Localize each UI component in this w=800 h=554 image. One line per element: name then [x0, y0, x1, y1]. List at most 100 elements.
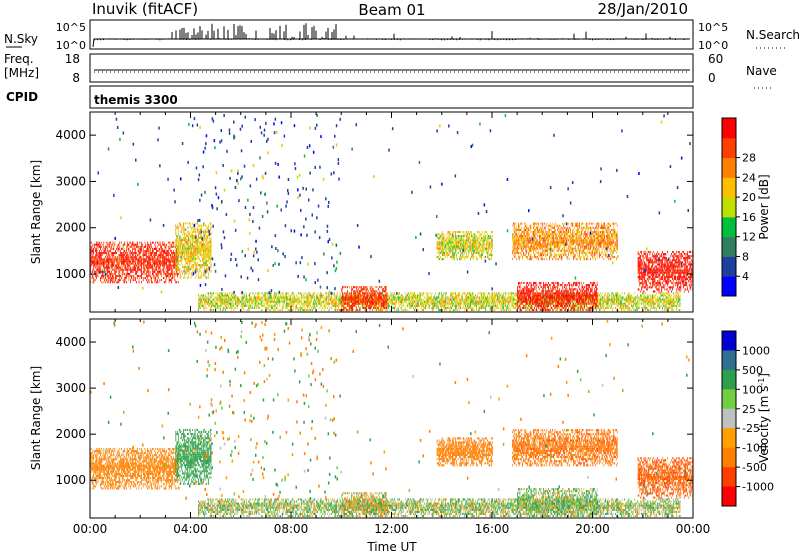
echo-cell — [117, 246, 118, 248]
echo-cell — [406, 309, 407, 311]
echo-cell — [213, 305, 214, 307]
echo-cell — [97, 250, 98, 252]
echo-cell — [309, 292, 310, 294]
echo-cell — [504, 292, 505, 294]
echo-cell — [587, 299, 588, 301]
echo-cell — [227, 292, 228, 294]
echo-cell — [133, 263, 134, 265]
echo-cell — [505, 292, 506, 294]
echo-cell — [283, 299, 284, 301]
echo-cell — [286, 292, 287, 294]
echo-cell — [153, 275, 154, 277]
echo-cell — [303, 297, 304, 299]
echo-cell — [628, 307, 629, 309]
echo-cell — [659, 297, 660, 299]
echo-cell — [665, 307, 666, 309]
echo-cell — [304, 309, 305, 311]
echo-cell — [190, 260, 191, 262]
echo-cell — [169, 279, 170, 281]
echo-cell — [418, 294, 419, 296]
echo-cell — [118, 275, 119, 277]
echo-cell — [608, 294, 609, 296]
echo-cell — [617, 301, 618, 303]
echo-cell — [119, 275, 120, 277]
echo-cell — [615, 299, 616, 301]
echo-cell — [340, 303, 341, 305]
echo-cell — [158, 258, 159, 260]
echo-cell — [470, 292, 471, 294]
echo-cell — [225, 292, 226, 294]
echo-cell — [531, 303, 532, 305]
echo-cell — [98, 271, 99, 273]
echo-cell — [159, 273, 160, 275]
echo-cell — [392, 301, 393, 303]
echo-cell — [470, 299, 471, 301]
echo-cell — [435, 299, 436, 301]
echo-cell — [576, 305, 577, 307]
echo-cell — [554, 301, 555, 303]
echo-cell — [463, 299, 464, 301]
echo-cell — [94, 263, 95, 265]
echo-cell — [124, 260, 125, 262]
echo-cell — [515, 294, 516, 296]
echo-cell — [557, 299, 558, 301]
echo-cell — [619, 301, 620, 303]
echo-cell — [387, 299, 388, 301]
echo-cell — [663, 303, 664, 305]
echo-cell — [454, 292, 455, 294]
echo-cell — [503, 309, 504, 311]
echo-cell — [650, 297, 651, 299]
echo-cell — [506, 301, 507, 303]
echo-cell — [223, 307, 224, 309]
echo-cell — [239, 301, 240, 303]
echo-cell — [143, 267, 144, 269]
echo-cell — [141, 267, 142, 269]
echo-cell — [670, 301, 671, 303]
echo-cell — [267, 297, 268, 299]
echo-cell — [268, 309, 269, 311]
echo-cell — [175, 272, 176, 274]
echo-cell — [177, 235, 178, 237]
echo-cell — [317, 301, 318, 303]
echo-cell — [156, 263, 157, 265]
echo-cell — [174, 265, 175, 267]
echo-cell — [155, 246, 156, 248]
echo-cell — [648, 301, 649, 303]
echo-cell — [148, 248, 149, 250]
echo-cell — [98, 258, 99, 260]
echo-cell — [134, 258, 135, 260]
echo-cell — [168, 275, 169, 277]
echo-cell — [146, 258, 147, 260]
echo-cell — [188, 237, 189, 239]
echo-cell — [257, 301, 258, 303]
echo-cell — [183, 245, 184, 247]
echo-cell — [152, 273, 153, 275]
echo-cell — [647, 297, 648, 299]
echo-cell — [139, 260, 140, 262]
echo-cell — [243, 297, 244, 299]
echo-cell — [456, 303, 457, 305]
echo-cell — [191, 235, 192, 237]
echo-cell — [181, 262, 182, 264]
echo-cell — [304, 305, 305, 307]
echo-cell — [174, 267, 175, 269]
echo-cell — [120, 256, 121, 258]
echo-cell — [493, 305, 494, 307]
echo-cell — [131, 275, 132, 277]
echo-cell — [512, 299, 513, 301]
echo-cell — [469, 299, 470, 301]
echo-cell — [173, 246, 174, 248]
echo-cell — [143, 263, 144, 265]
echo-cell — [395, 297, 396, 299]
echo-cell — [270, 297, 271, 299]
echo-cell — [225, 301, 226, 303]
echo-cell — [185, 233, 186, 235]
echo-cell — [397, 299, 398, 301]
echo-cell — [540, 301, 541, 303]
echo-cell — [148, 258, 149, 260]
echo-cell — [114, 256, 115, 258]
echo-cell — [163, 256, 164, 258]
echo-cell — [433, 297, 434, 299]
echo-cell — [164, 250, 165, 252]
echo-cell — [235, 303, 236, 305]
